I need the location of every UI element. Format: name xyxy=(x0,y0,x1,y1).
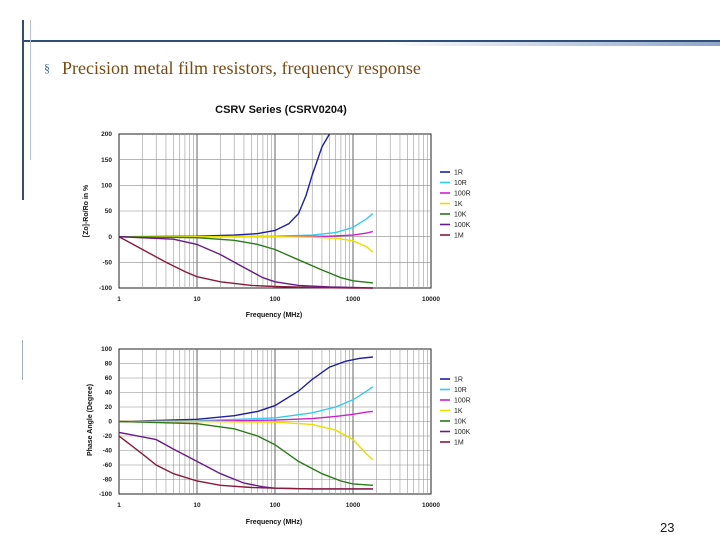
chart2-x-ticks: 1 10 100 1000 10000 xyxy=(117,502,440,509)
legend-label-100K: 100K xyxy=(454,429,471,436)
y-tick-label: 100 xyxy=(101,346,112,353)
x-tick-label: 100 xyxy=(270,296,281,303)
chart2-series xyxy=(118,356,374,490)
series-line-10R xyxy=(118,386,374,423)
y-tick-label: 0 xyxy=(108,419,112,426)
x-tick-label: 10 xyxy=(193,296,201,303)
y-tick-label: -40 xyxy=(103,448,113,455)
legend-label-100R: 100R xyxy=(454,398,471,405)
chart2-y-ticks: 100 80 60 40 20 0 -20 -40 -60 -80 -100 xyxy=(99,346,112,498)
legend-label-1R: 1R xyxy=(454,170,463,177)
series-line-10K xyxy=(118,236,373,284)
x-tick-label: 10 xyxy=(193,502,201,509)
legend-label-100R: 100R xyxy=(454,191,471,198)
y-tick-label: 100 xyxy=(101,183,112,190)
series-line-10K xyxy=(118,420,373,486)
legend-label-10K: 10K xyxy=(454,419,467,426)
chart1-y-ticks: 200 150 100 50 0 -50 -100 xyxy=(99,131,112,292)
chart1-x-label: Frequency (MHz) xyxy=(246,312,302,319)
x-tick-label: 1 xyxy=(117,502,121,509)
chart1-title: CSRV Series (CSRV0204) xyxy=(215,104,347,116)
x-tick-label: 1000 xyxy=(346,296,361,303)
page-number: 23 xyxy=(660,520,675,535)
y-tick-label: 20 xyxy=(105,404,113,411)
chart2-legend: 1R 10R 100R 1K 10K 100K 1M xyxy=(440,377,471,447)
legend-label-10R: 10R xyxy=(454,180,467,187)
y-tick-label: -60 xyxy=(103,462,113,469)
header-rule-top xyxy=(22,40,720,42)
legend-label-1R: 1R xyxy=(454,377,463,384)
chart2-y-label: Phase Angle (Degree) xyxy=(87,384,94,456)
y-tick-label: 150 xyxy=(101,157,112,164)
side-rule-vertical xyxy=(22,340,23,380)
chart1-grid xyxy=(118,133,432,289)
heading-text: Precision metal film resistors, frequenc… xyxy=(62,58,421,78)
y-tick-label: -100 xyxy=(99,491,112,498)
x-tick-label: 1 xyxy=(117,296,121,303)
x-tick-label: 10000 xyxy=(422,502,440,509)
legend-label-10K: 10K xyxy=(454,212,467,219)
y-tick-label: -50 xyxy=(103,260,113,267)
legend-label-1M: 1M xyxy=(454,440,464,447)
legend-label-100K: 100K xyxy=(454,222,471,229)
header-rule-vertical xyxy=(22,20,24,200)
header-rule-gradient xyxy=(380,42,720,46)
series-line-1M xyxy=(118,236,373,289)
bullet-icon: § xyxy=(44,61,50,75)
chart1-series xyxy=(118,133,374,289)
x-tick-label: 100 xyxy=(270,502,281,509)
chart2-x-label: Frequency (MHz) xyxy=(246,519,302,526)
legend-label-1K: 1K xyxy=(454,408,463,415)
legend-label-10R: 10R xyxy=(454,387,467,394)
legend-label-1K: 1K xyxy=(454,201,463,208)
slide-heading: § Precision metal film resistors, frequen… xyxy=(44,58,421,79)
x-tick-label: 10000 xyxy=(422,296,440,303)
y-tick-label: 60 xyxy=(105,375,113,382)
chart1-legend: 1R 10R 100R 1K 10K 100K 1M xyxy=(440,170,471,240)
series-line-1R xyxy=(118,356,373,423)
header-rule-vertical-light xyxy=(30,20,31,160)
y-tick-label: -20 xyxy=(103,433,113,440)
x-tick-label: 1000 xyxy=(346,502,361,509)
y-tick-label: -80 xyxy=(103,477,113,484)
series-line-1R xyxy=(118,133,331,238)
series-line-1K xyxy=(119,420,374,461)
series-line-1M xyxy=(118,435,373,490)
y-tick-label: -100 xyxy=(99,285,112,292)
y-tick-label: 0 xyxy=(108,234,112,241)
y-tick-label: 40 xyxy=(105,390,113,397)
series-line-1K xyxy=(119,235,374,253)
legend-label-1M: 1M xyxy=(454,233,464,240)
chart1-x-ticks: 1 10 100 1000 10000 xyxy=(117,296,440,303)
y-tick-label: 50 xyxy=(105,208,113,215)
y-tick-label: 80 xyxy=(105,361,113,368)
chart1-y-label: [Zo]-Ro/Ro in % xyxy=(83,184,90,237)
y-tick-label: 200 xyxy=(101,131,112,138)
